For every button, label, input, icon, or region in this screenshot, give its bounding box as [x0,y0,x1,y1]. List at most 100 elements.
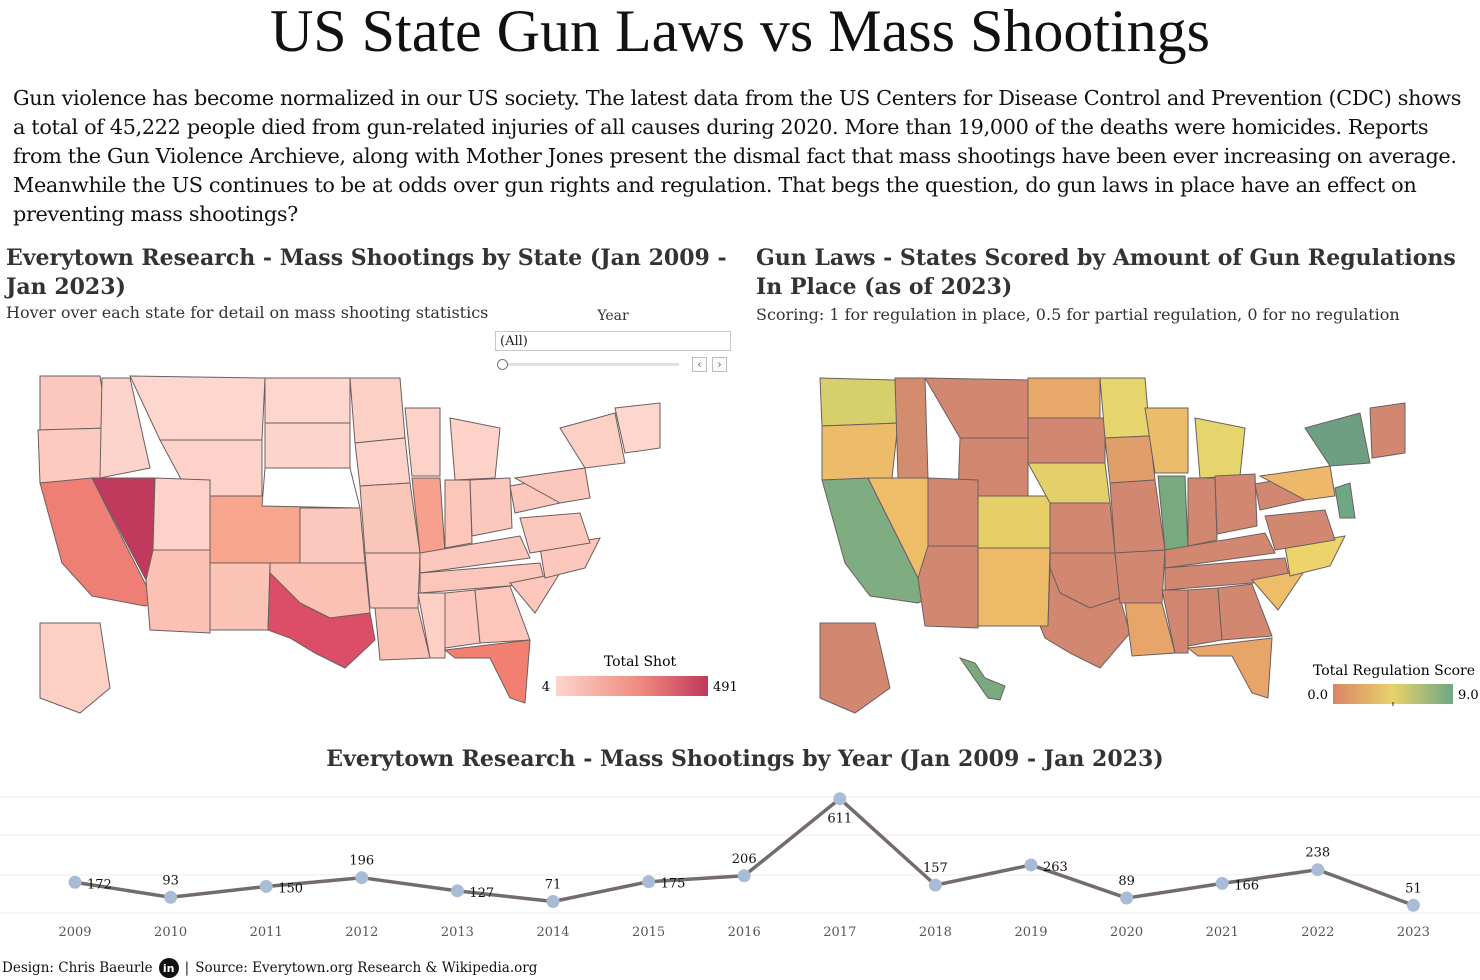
state-ms[interactable] [417,592,446,659]
data-point-2010[interactable] [164,890,178,904]
line-chart-title: Everytown Research - Mass Shootings by Y… [326,746,1164,772]
data-point-2011[interactable] [259,879,273,893]
state-wa[interactable] [819,377,899,427]
mass-shootings-state-map[interactable]: Total Shot 4 491 [0,368,750,728]
state-wa[interactable] [39,375,109,431]
state-ar[interactable] [1114,549,1166,604]
year-filter-dropdown[interactable]: (All) [495,331,731,351]
data-point-2017[interactable] [833,792,847,806]
state-wi[interactable] [1144,407,1189,474]
state-in[interactable] [1187,477,1218,547]
state-ar[interactable] [364,552,421,609]
footer-separator: | [184,960,190,976]
state-mn[interactable] [1099,377,1151,439]
state-mi[interactable] [1194,417,1246,479]
data-point-2022[interactable] [1311,863,1325,877]
data-point-2019[interactable] [1024,858,1038,872]
state-ky[interactable] [1164,532,1276,569]
state-tx[interactable] [267,571,376,669]
state-sc[interactable] [1251,569,1307,611]
state-id[interactable] [894,377,929,479]
data-point-2009[interactable] [68,875,82,889]
state-mo[interactable] [359,482,421,554]
state-ny[interactable] [1304,412,1371,467]
state-sd[interactable] [1027,417,1106,464]
state-ak[interactable] [819,622,891,714]
state-mi[interactable] [449,417,501,481]
state-ks[interactable] [299,507,366,564]
state-mt[interactable] [924,377,1029,439]
state-or[interactable] [821,422,899,481]
data-label-2023: 51 [1405,881,1422,896]
state-nm[interactable] [209,562,271,631]
state-mt[interactable] [129,375,266,441]
state-va[interactable] [1264,509,1336,551]
data-point-2020[interactable] [1120,891,1134,905]
state-ne[interactable] [261,467,361,509]
state-co[interactable] [977,495,1051,549]
left-map-subtitle: Hover over each state for detail on mass… [6,303,489,322]
state-hi[interactable] [958,657,1006,701]
state-sd[interactable] [264,422,351,469]
data-point-2015[interactable] [642,875,656,889]
state-mn[interactable] [349,377,406,444]
state-or[interactable] [37,427,109,484]
state-nm[interactable] [977,547,1051,627]
state-tx[interactable] [1039,567,1131,669]
state-ky[interactable] [419,535,531,574]
data-point-2013[interactable] [450,884,464,898]
state-oh[interactable] [469,477,513,537]
year-slider-track [503,363,679,366]
state-az[interactable] [145,549,211,634]
right-legend-title: Total Regulation Score [1313,663,1475,679]
right-map-states[interactable] [819,377,1406,714]
state-pa[interactable] [1258,465,1336,501]
left-map-states[interactable] [37,375,661,714]
state-mo[interactable] [1109,479,1166,554]
state-nd[interactable] [264,377,351,424]
state-ia[interactable] [1104,435,1156,484]
year-slider[interactable] [495,357,685,371]
state-pa[interactable] [513,467,591,504]
data-point-2012[interactable] [355,871,369,885]
line-chart-points[interactable] [68,792,1420,912]
state-nj[interactable] [1334,482,1356,519]
state-sc[interactable] [509,572,562,614]
chevron-right-icon[interactable]: › [712,357,727,372]
data-point-2014[interactable] [546,894,560,908]
state-va[interactable] [519,512,591,554]
data-point-2016[interactable] [737,869,751,883]
state-oh[interactable] [1214,473,1258,535]
year-slider-handle[interactable] [497,359,508,370]
state-al[interactable] [1187,587,1223,647]
state-ia[interactable] [354,437,411,487]
state-ne-states[interactable] [1369,402,1406,459]
state-az[interactable] [917,545,979,629]
x-tick-2011: 2011 [250,925,283,940]
state-in[interactable] [444,479,473,549]
data-label-2017: 611 [827,812,852,827]
chevron-left-icon[interactable]: ‹ [692,357,707,372]
x-tick-2016: 2016 [728,925,761,940]
state-ny[interactable] [559,412,626,469]
state-ut[interactable] [927,477,979,547]
state-fl[interactable] [443,639,531,704]
mass-shootings-by-year-chart[interactable]: 172 93 150 196 127 71 175 206 611 157 263 89 166 238 5… [0,785,1480,950]
state-ms[interactable] [1161,589,1189,654]
gun-law-score-state-map[interactable]: Total Regulation Score 0.0 9.0 [760,368,1480,728]
state-fl[interactable] [1186,637,1273,699]
state-ga[interactable] [1217,583,1273,641]
state-ks[interactable] [1049,502,1116,554]
state-al[interactable] [444,589,481,649]
linkedin-icon[interactable]: in [158,958,179,978]
state-ak[interactable] [39,622,111,714]
line-chart-header: Everytown Research - Mass Shootings by Y… [0,745,1480,774]
state-ut[interactable] [152,477,211,551]
data-point-2023[interactable] [1406,898,1420,912]
state-ne-states[interactable] [614,402,661,454]
data-point-2018[interactable] [928,878,942,892]
state-wi[interactable] [404,407,441,477]
data-point-2021[interactable] [1215,876,1229,890]
state-nd[interactable] [1027,377,1101,419]
state-id[interactable] [99,377,151,479]
